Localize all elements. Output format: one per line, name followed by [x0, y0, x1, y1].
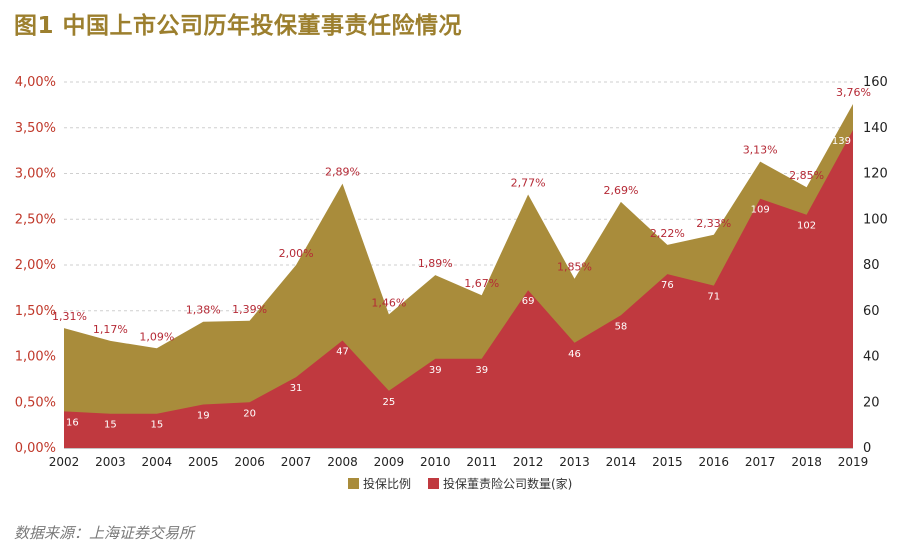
y-left-tick: 1,00% [15, 350, 56, 365]
x-tick: 2006 [234, 455, 265, 469]
ratio-data-label: 1,31% [52, 310, 87, 323]
y-right-tick: 80 [863, 258, 880, 273]
y-right-tick: 60 [863, 304, 880, 319]
count-data-label: 39 [475, 365, 488, 376]
count-data-label: 39 [429, 365, 442, 376]
y-left-tick: 1,50% [15, 304, 56, 319]
ratio-data-label: 1,38% [186, 304, 221, 317]
ratio-data-label: 2,85% [789, 169, 824, 182]
count-data-label: 109 [751, 205, 770, 216]
count-data-label: 46 [568, 349, 581, 360]
ratio-data-label: 1,17% [93, 323, 128, 336]
ratio-data-label: 2,22% [650, 227, 685, 240]
y-left-tick: 0,00% [15, 441, 56, 456]
count-data-label: 69 [522, 296, 535, 307]
x-tick: 2012 [513, 455, 544, 469]
x-tick: 2013 [559, 455, 590, 469]
count-data-label: 71 [707, 292, 720, 303]
ratio-data-label: 2,00% [279, 247, 314, 260]
legend-label-ratio: 投保比例 [363, 476, 411, 491]
count-data-label: 76 [661, 280, 674, 291]
ratio-data-label: 2,77% [511, 177, 546, 190]
ratio-data-label: 1,39% [232, 303, 267, 316]
chart-title: 图1 中国上市公司历年投保董事责任险情况 [14, 13, 463, 39]
x-tick: 2016 [698, 455, 729, 469]
x-tick: 2008 [327, 455, 358, 469]
x-tick: 2019 [838, 455, 869, 469]
y-right-tick: 140 [863, 121, 888, 136]
ratio-data-label: 3,13% [743, 144, 778, 157]
x-tick: 2011 [466, 455, 497, 469]
x-tick: 2004 [142, 455, 173, 469]
y-left-tick: 3,50% [15, 121, 56, 136]
ratio-data-label: 1,85% [557, 261, 592, 274]
legend: 投保比例 投保董责险公司数量(家) [348, 476, 572, 491]
legend-swatch-ratio [348, 478, 359, 489]
x-tick: 2009 [374, 455, 405, 469]
y-right-tick: 160 [863, 75, 888, 90]
ratio-data-label: 3,76% [836, 86, 871, 99]
x-tick: 2010 [420, 455, 451, 469]
x-tick: 2003 [95, 455, 126, 469]
ratio-data-label: 1,09% [139, 330, 174, 343]
y-right-tick: 100 [863, 212, 888, 227]
count-data-label: 47 [336, 346, 349, 357]
ratio-data-label: 2,33% [696, 217, 731, 230]
count-data-label: 15 [150, 420, 163, 431]
count-data-label: 25 [383, 397, 396, 408]
y-right-tick: 20 [863, 395, 880, 410]
area-count [64, 130, 853, 448]
x-tick: 2005 [188, 455, 219, 469]
y-right-tick: 40 [863, 350, 880, 365]
y-right-tick: 0 [863, 441, 871, 456]
count-data-label: 15 [104, 420, 117, 431]
x-tick: 2002 [49, 455, 80, 469]
ratio-data-label: 2,69% [603, 184, 638, 197]
ratio-data-label: 2,89% [325, 166, 360, 179]
legend-label-count: 投保董责险公司数量(家) [443, 476, 572, 491]
count-data-label: 58 [615, 321, 628, 332]
y-left-tick: 2,50% [15, 212, 56, 227]
x-tick: 2018 [791, 455, 822, 469]
x-tick: 2015 [652, 455, 683, 469]
ratio-data-label: 1,46% [371, 296, 406, 309]
ratio-data-label: 1,67% [464, 277, 499, 290]
ratio-data-label: 1,89% [418, 257, 453, 270]
count-data-label: 31 [290, 383, 303, 394]
x-tick: 2007 [281, 455, 312, 469]
x-tick: 2017 [745, 455, 776, 469]
legend-swatch-count [428, 478, 439, 489]
y-right-tick: 120 [863, 167, 888, 182]
count-data-label: 19 [197, 411, 210, 422]
y-left-tick: 3,00% [15, 167, 56, 182]
x-tick: 2014 [606, 455, 637, 469]
y-left-tick: 4,00% [15, 75, 56, 90]
count-data-label: 139 [832, 136, 851, 147]
y-left-tick: 2,00% [15, 258, 56, 273]
count-data-label: 102 [797, 221, 816, 232]
count-data-label: 16 [66, 417, 79, 428]
count-data-label: 20 [243, 408, 256, 419]
y-left-tick: 0,50% [15, 395, 56, 410]
source-note: 数据来源：上海证券交易所 [14, 524, 195, 542]
